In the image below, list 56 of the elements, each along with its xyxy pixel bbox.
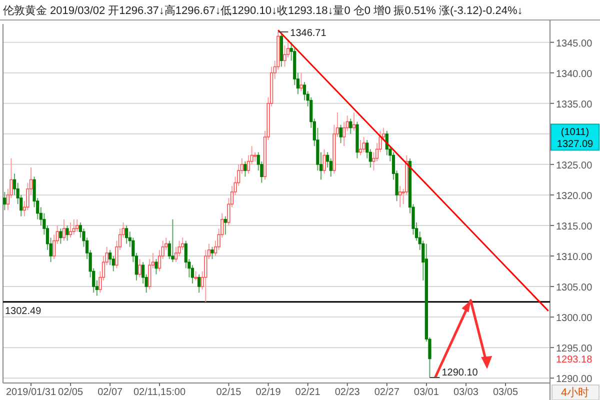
candlestick xyxy=(210,246,214,260)
candlestick xyxy=(244,160,247,178)
y-tick-label: 1300.00 xyxy=(556,313,593,324)
candlestick xyxy=(362,136,366,153)
ref-line-label: 1302.49 xyxy=(5,306,42,317)
candlestick xyxy=(198,274,201,294)
candlestick xyxy=(300,72,303,92)
x-tick-label: 02/27 xyxy=(374,387,400,398)
chart-title: 伦敦黄金 2019/03/02 开1296.37↓高1296.67↓低1290.10↓收1293.18↓量0 仓0 增0 振0.51% 涨(-3.12)-0.24%↓ xyxy=(3,4,523,17)
text: (1011) 1327.09 xyxy=(556,127,594,150)
y-tick-label: 1305.00 xyxy=(556,282,593,294)
x-tick-label: 02/19 xyxy=(256,387,282,398)
text: 1293.18 xyxy=(556,354,593,366)
x-tick-label: 02/15 xyxy=(216,387,242,398)
candlestick xyxy=(59,228,62,244)
candlestick xyxy=(66,224,69,242)
y-tick-label: 1340.00 xyxy=(556,68,593,80)
x-tick-label: 03/01 xyxy=(414,387,440,398)
x-tick-label: 02/21 xyxy=(295,387,321,398)
candlestick xyxy=(3,191,6,211)
candlestick xyxy=(138,258,142,278)
candlestick xyxy=(171,218,174,263)
x-tick-label: 02/05 xyxy=(58,387,84,398)
candlestick xyxy=(224,216,227,236)
x-tick-label: 03/03 xyxy=(453,387,479,398)
y-tick-label: 1325.00 xyxy=(556,160,593,172)
candlestick xyxy=(76,218,79,232)
x-tick-label: 02/07 xyxy=(98,387,124,398)
candlestick xyxy=(154,258,158,275)
text: 4小时 xyxy=(560,386,590,399)
annotation: 1346.71 xyxy=(290,28,327,39)
candlestick xyxy=(72,218,76,236)
candlestick xyxy=(254,152,257,162)
candlestick xyxy=(62,218,66,242)
x-tick-label: 02/11,15:00 xyxy=(133,387,186,398)
candlestick xyxy=(322,148,326,174)
candlestick xyxy=(349,118,352,134)
x-tick-label: 02/23 xyxy=(334,387,360,398)
candlestick xyxy=(194,270,198,281)
y-tick-label: 1315.00 xyxy=(556,221,593,232)
y-tick-label: 1290.00 xyxy=(556,374,593,386)
candlestick xyxy=(283,44,286,68)
x-tick-label: 2019/01/31 xyxy=(6,387,56,398)
y-tick-label: 1295.00 xyxy=(556,344,593,355)
y-tick-label: 1320.00 xyxy=(556,190,593,202)
x-tick-label: 03/05 xyxy=(493,387,518,398)
annotation: 1290.10 xyxy=(442,368,478,379)
candlestick xyxy=(352,112,356,132)
candlestick xyxy=(358,140,362,156)
candlestick xyxy=(339,124,342,144)
candlestick xyxy=(69,222,72,238)
y-tick-label: 1345.00 xyxy=(556,38,593,50)
y-tick-label: 1335.00 xyxy=(556,99,593,110)
candlestick xyxy=(125,224,128,244)
candlestick xyxy=(398,185,402,208)
y-tick-label: 1310.00 xyxy=(556,252,593,264)
